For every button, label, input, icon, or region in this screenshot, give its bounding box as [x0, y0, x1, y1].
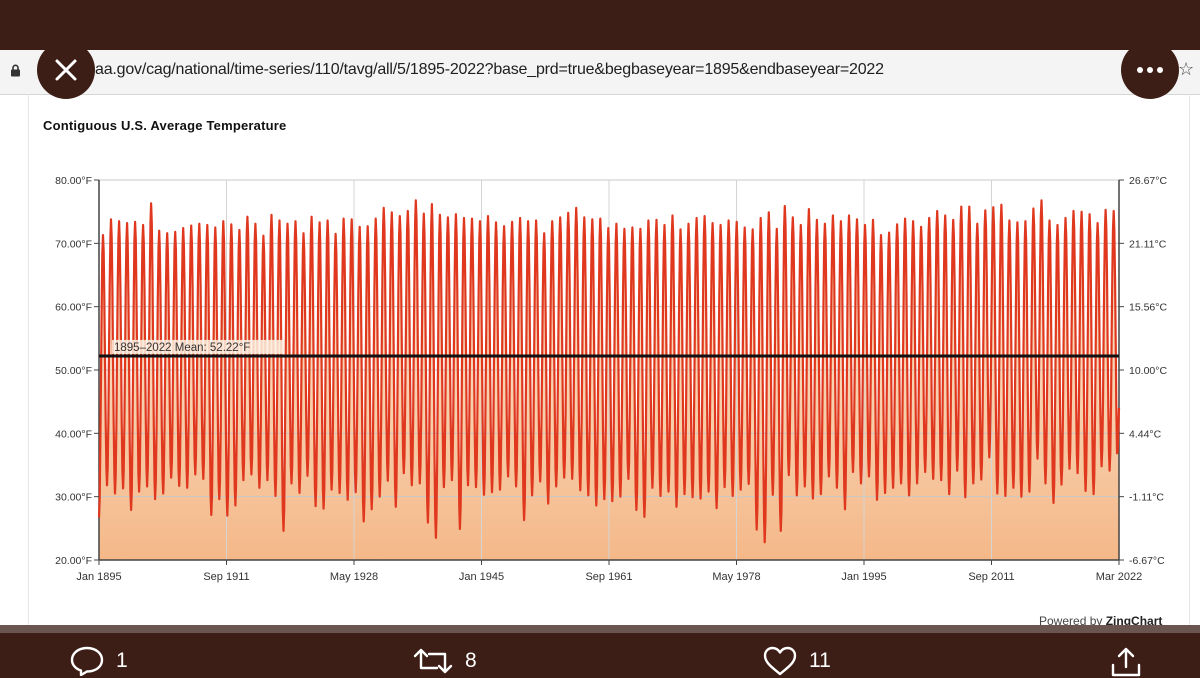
powered-by-label[interactable]: Powered by ZingChart: [1039, 614, 1162, 628]
chart-title: Contiguous U.S. Average Temperature: [43, 118, 287, 133]
retweet-count: 8: [465, 649, 477, 672]
x-tick-label: Mar 2022: [1096, 571, 1142, 583]
like-count: 11: [809, 649, 831, 672]
y-left-tick-label: 60.00°F: [55, 302, 92, 314]
powered-by-prefix: Powered by: [1039, 614, 1103, 628]
chart-card: [28, 94, 1190, 625]
y-left-tick-label: 50.00°F: [55, 365, 92, 377]
y-right-tick-label: -1.11°C: [1129, 492, 1164, 504]
reply-count: 1: [116, 649, 128, 672]
retweet-icon: [413, 648, 453, 674]
close-icon: [55, 59, 77, 81]
zingchart-brand: ZingChart: [1105, 614, 1163, 628]
y-left-tick-label: 30.00°F: [55, 492, 92, 504]
y-right-tick-label: 26.67°C: [1129, 175, 1167, 187]
x-tick-label: May 1928: [330, 571, 378, 583]
y-right-tick-label: 4.44°C: [1129, 428, 1162, 440]
address-bar[interactable]: aa.gov/cag/national/time-series/110/tavg…: [0, 50, 1200, 95]
mean-label: 1895–2022 Mean: 52.22°F: [114, 342, 250, 354]
like-action[interactable]: 11: [763, 646, 831, 676]
heart-icon: [763, 646, 797, 676]
y-right-tick-label: 10.00°C: [1129, 365, 1167, 377]
y-left-tick-label: 20.00°F: [55, 555, 92, 567]
y-right-tick-label: 15.56°C: [1129, 302, 1167, 314]
share-icon: [1111, 647, 1141, 677]
y-right-tick-label: -6.67°C: [1129, 555, 1165, 567]
reply-icon: [70, 646, 104, 676]
x-tick-label: Jan 1995: [841, 571, 886, 583]
more-icon: [1137, 67, 1163, 73]
bookmark-star-icon[interactable]: ☆: [1178, 59, 1195, 79]
share-action[interactable]: [1110, 646, 1154, 678]
y-left-tick-label: 80.00°F: [55, 175, 92, 187]
y-right-tick-label: 21.11°C: [1129, 238, 1167, 250]
top-frame: [0, 0, 1200, 50]
tweet-action-bar: 1 8 11: [0, 625, 1200, 678]
url-text[interactable]: aa.gov/cag/national/time-series/110/tavg…: [95, 61, 884, 78]
temperature-series-line: [97, 199, 1121, 544]
more-options-button[interactable]: [1121, 41, 1179, 99]
y-left-tick-label: 70.00°F: [55, 238, 92, 250]
x-tick-label: Jan 1945: [459, 571, 504, 583]
close-button[interactable]: [37, 41, 95, 99]
retweet-action[interactable]: 8: [413, 646, 477, 676]
x-tick-label: Sep 1911: [203, 571, 249, 583]
x-tick-label: Sep 2011: [968, 571, 1014, 583]
mean-label-bg: [112, 339, 284, 354]
reply-action[interactable]: 1: [70, 646, 128, 676]
y-left-tick-label: 40.00°F: [55, 428, 92, 440]
lock-icon: [11, 64, 20, 77]
x-tick-label: Jan 1895: [76, 571, 121, 583]
x-tick-label: May 1978: [712, 571, 760, 583]
x-tick-label: Sep 1961: [585, 571, 632, 583]
